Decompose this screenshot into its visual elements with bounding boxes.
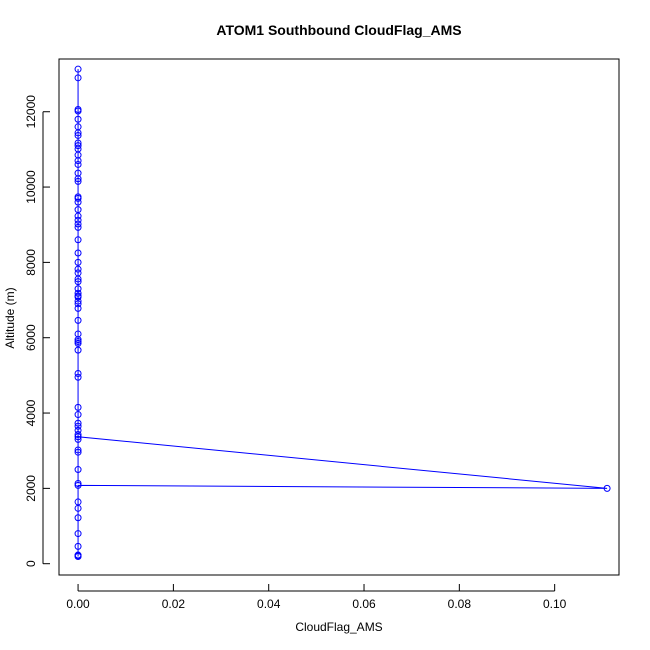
- data-point: [74, 514, 82, 522]
- data-point: [74, 419, 82, 427]
- data-point: [74, 131, 82, 139]
- data-point: [74, 169, 82, 177]
- y-tick-label: 8000: [24, 249, 38, 276]
- data-point: [74, 258, 82, 266]
- data-point: [74, 542, 82, 550]
- data-point: [74, 74, 82, 82]
- data-point: [74, 249, 82, 257]
- data-point: [74, 65, 82, 73]
- data-point: [74, 105, 82, 113]
- data-point: [74, 316, 82, 324]
- data-point: [74, 177, 82, 185]
- data-point: [74, 142, 82, 150]
- data-point: [74, 422, 82, 430]
- plot-area: [74, 65, 611, 561]
- data-point: [74, 466, 82, 474]
- data-point: [74, 411, 82, 419]
- data-point: [74, 160, 82, 168]
- plot-frame: [58, 58, 620, 576]
- x-tick-label: 0.08: [448, 597, 472, 611]
- data-point: [74, 139, 82, 147]
- data-point: [74, 236, 82, 244]
- data-point: [74, 285, 82, 293]
- data-point: [74, 481, 82, 489]
- data-point: [74, 339, 82, 347]
- data-point: [74, 216, 82, 224]
- x-tick-label: 0.04: [257, 597, 281, 611]
- data-point: [74, 370, 82, 377]
- data-point: [74, 123, 82, 131]
- y-tick-label: 6000: [24, 324, 38, 351]
- data-point: [74, 223, 82, 231]
- data-point: [74, 446, 82, 454]
- data-point: [74, 435, 82, 443]
- data-point: [74, 265, 82, 273]
- data-point: [74, 337, 82, 345]
- data-point: [74, 426, 82, 434]
- data-point: [74, 336, 82, 344]
- chart-title: ATOM1 Southbound CloudFlag_AMS: [216, 22, 461, 38]
- series-line: [77, 69, 608, 557]
- y-axis-label: Altitude (m): [3, 287, 17, 348]
- data-point: [74, 297, 82, 305]
- data-point: [74, 498, 82, 506]
- data-point: [74, 346, 82, 354]
- y-tick-label: 12000: [24, 95, 38, 129]
- data-point: [74, 292, 82, 300]
- y-tick-label: 2000: [24, 475, 38, 502]
- data-point: [74, 431, 82, 439]
- axes: 0.00 0.02 0.04 0.06 0.08 0.10 0 2000 4000 6000 800…: [24, 58, 620, 611]
- data-point: [74, 206, 82, 214]
- data-point: [74, 289, 82, 297]
- data-point: [74, 115, 82, 123]
- data-point: [74, 198, 82, 206]
- data-point: [74, 304, 82, 312]
- data-point: [74, 278, 82, 286]
- x-axis-label: CloudFlag_AMS: [295, 620, 382, 634]
- data-point: [74, 479, 82, 487]
- data-point: [74, 193, 82, 201]
- data-point: [74, 373, 82, 381]
- data-point: [74, 551, 82, 559]
- x-tick-label: 0.02: [162, 597, 186, 611]
- y-tick-label: 4000: [24, 399, 38, 426]
- data-point: [74, 220, 82, 228]
- data-point: [603, 484, 611, 492]
- x-tick-label: 0.00: [66, 597, 90, 611]
- y-tick-label: 10000: [24, 170, 38, 204]
- x-tick-label: 0.06: [352, 597, 376, 611]
- x-tick-label: 0.10: [543, 597, 567, 611]
- data-point: [74, 530, 82, 538]
- y-tick-label: 0: [24, 560, 38, 567]
- data-point: [74, 269, 82, 277]
- data-point: [74, 300, 82, 308]
- data-point: [74, 448, 82, 456]
- data-point: [74, 403, 82, 411]
